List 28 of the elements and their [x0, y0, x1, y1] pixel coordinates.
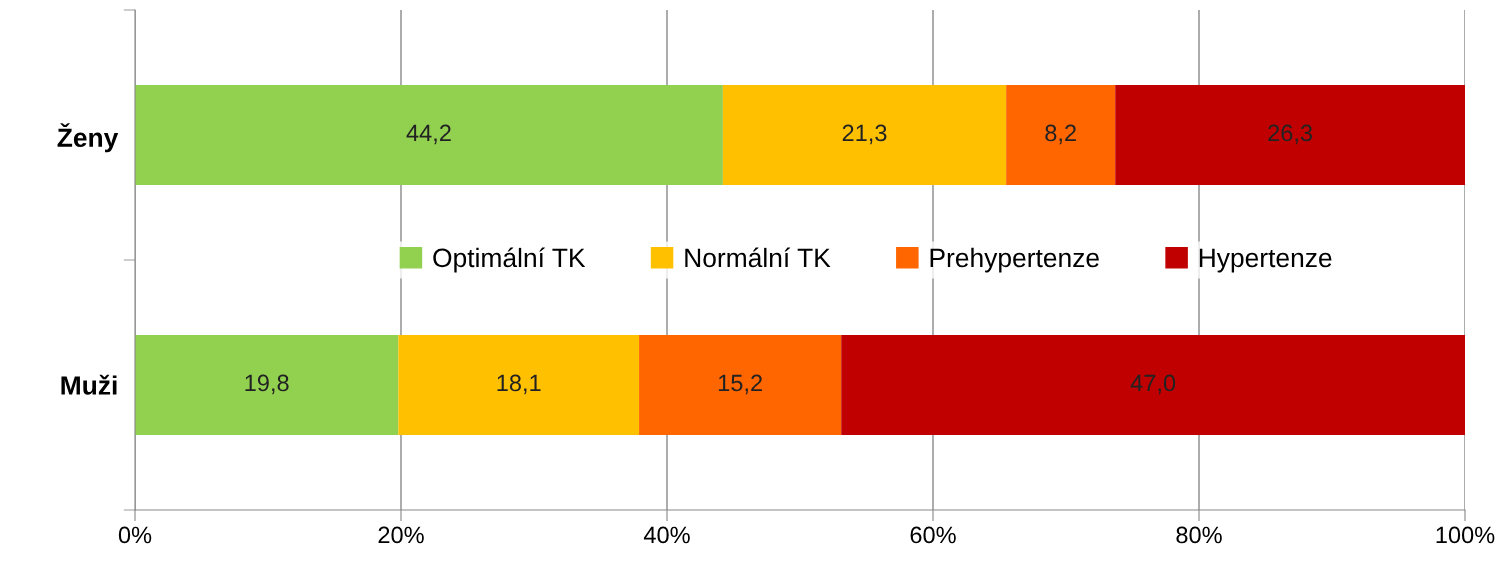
bar	[398, 335, 640, 435]
y-tick-label: Muži	[61, 374, 117, 395]
bar	[135, 335, 399, 435]
data-label: 8,2	[1045, 124, 1076, 145]
data-label: 15,2	[718, 374, 762, 395]
x-tick-label: 100%	[1436, 526, 1495, 544]
bar	[722, 85, 1007, 185]
legend-label: Prehypertenze	[930, 247, 1099, 273]
data-label: 21,3	[842, 124, 887, 145]
x-tick-label: 60%	[910, 526, 956, 544]
data-label: 47,0	[1130, 374, 1176, 395]
bar	[841, 335, 1465, 435]
data-label: 44,2	[406, 124, 451, 145]
bar	[1006, 85, 1116, 185]
y-tick-label: Ženy	[57, 123, 119, 153]
data-label: 26,3	[1268, 124, 1313, 145]
x-tick-label: 80%	[1176, 526, 1222, 544]
legend-label: Optimální TK	[433, 247, 586, 273]
bar	[1115, 85, 1465, 185]
data-label: 19,8	[245, 374, 289, 395]
x-tick-label: 40%	[643, 526, 690, 544]
legend-label: Normální TK	[685, 247, 831, 268]
legend-label: Hypertenze	[1199, 248, 1332, 273]
bar	[639, 335, 842, 435]
x-tick-label: 20%	[378, 526, 424, 544]
data-label: 18,1	[497, 374, 541, 395]
bar	[135, 85, 723, 185]
x-tick-label: 0%	[118, 526, 152, 544]
